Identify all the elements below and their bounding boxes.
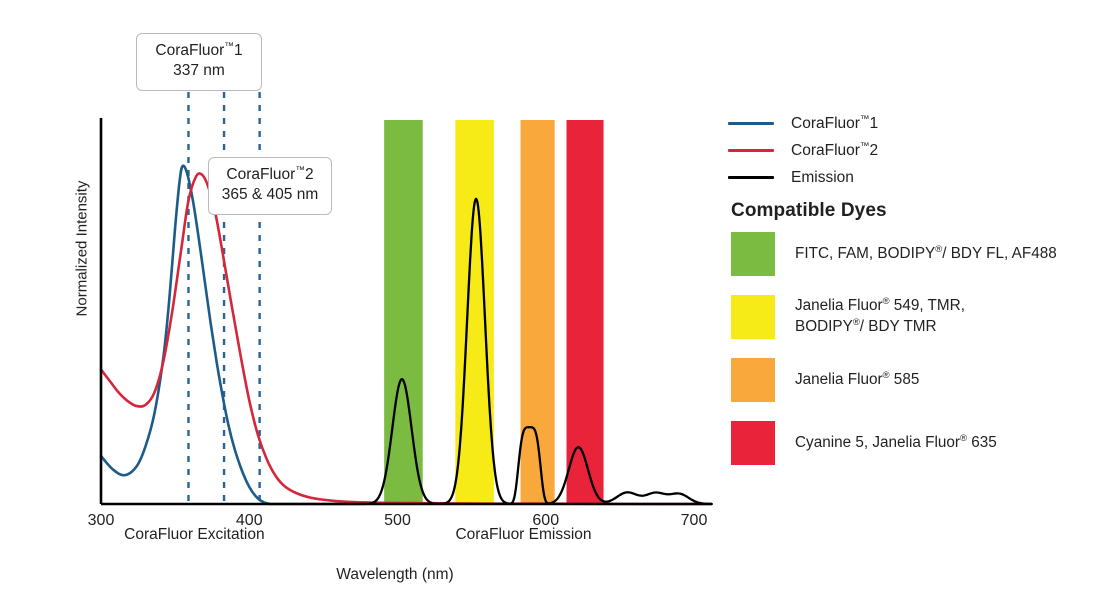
emission-section-caption: CoraFluor Emission xyxy=(455,526,592,543)
y-axis-title: Normalized Intensity xyxy=(73,180,91,317)
dye-yellow-row: Janelia Fluor® 549, TMR, BODIPY®/ BDY TMR xyxy=(731,295,1101,339)
callout-corafluor-2: CoraFluor™2 365 & 405 nm xyxy=(208,157,332,215)
legend-emission-label: Emission xyxy=(791,168,854,186)
dye-red-swatch xyxy=(731,421,775,465)
legend-corafluor-1-label: CoraFluor™1 xyxy=(791,113,879,132)
x-axis-title: Wavelength (nm) xyxy=(336,566,454,583)
callout-cf1-line2: 337 nm xyxy=(173,61,225,79)
callout-cf2-line1: CoraFluor™2 xyxy=(226,164,314,183)
dye-green-row: FITC, FAM, BODIPY®/ BDY FL, AF488 xyxy=(731,232,1101,276)
series-legend: CoraFluor™1 CoraFluor™2 Emission xyxy=(728,110,1088,191)
red-band xyxy=(566,120,604,504)
dye-red-label: Cyanine 5, Janelia Fluor® 635 xyxy=(795,433,997,454)
dye-yellow-label: Janelia Fluor® 549, TMR, BODIPY®/ BDY TMR xyxy=(795,296,965,337)
x-tick-400: 400 xyxy=(235,512,263,529)
legend-corafluor-1: CoraFluor™1 xyxy=(728,110,1088,137)
dye-green-label-line1: FITC, FAM, BODIPY®/ BDY FL, AF488 xyxy=(795,243,1057,262)
dye-green-swatch xyxy=(731,232,775,276)
legend-emission-swatch xyxy=(728,176,774,179)
dye-green-label: FITC, FAM, BODIPY®/ BDY FL, AF488 xyxy=(795,244,1057,265)
x-tick-600: 600 xyxy=(532,512,560,529)
dye-orange-label: Janelia Fluor® 585 xyxy=(795,370,919,391)
excitation-marker-lines xyxy=(187,92,261,504)
emission-filter-bands xyxy=(384,120,604,504)
dye-red-row: Cyanine 5, Janelia Fluor® 635 xyxy=(731,421,1101,465)
callout-cf1-line1: CoraFluor™1 xyxy=(155,40,243,59)
x-tick-700: 700 xyxy=(680,512,708,529)
dye-yellow-label-line2: BODIPY®/ BDY TMR xyxy=(795,316,937,335)
legend-emission: Emission xyxy=(728,164,1088,191)
dye-orange-row: Janelia Fluor® 585 xyxy=(731,358,1101,402)
dye-orange-label-line1: Janelia Fluor® 585 xyxy=(795,369,920,388)
dye-yellow-swatch xyxy=(731,295,775,339)
callout-cf2-line2: 365 & 405 nm xyxy=(221,185,319,203)
compatible-dyes-legend: FITC, FAM, BODIPY®/ BDY FL, AF488 Janelia… xyxy=(731,232,1101,484)
x-tick-500: 500 xyxy=(384,512,411,529)
yellow-band xyxy=(455,120,494,504)
x-tick-300: 300 xyxy=(87,512,115,529)
series-excitation-1d5c89 xyxy=(99,164,272,506)
excitation-section-caption: CoraFluor Excitation xyxy=(124,526,265,543)
dye-red-label-line1: Cyanine 5, Janelia Fluor® 635 xyxy=(795,432,997,451)
legend-corafluor-2: CoraFluor™2 xyxy=(728,137,1088,164)
plot-axes xyxy=(99,118,712,506)
dye-yellow-label-line1: Janelia Fluor® 549, TMR, xyxy=(795,296,965,315)
compatible-dyes-title: Compatible Dyes xyxy=(731,200,887,221)
legend-corafluor-1-swatch xyxy=(728,122,774,125)
legend-corafluor-2-label: CoraFluor™2 xyxy=(791,140,879,159)
legend-corafluor-2-swatch xyxy=(728,149,774,152)
dye-orange-swatch xyxy=(731,358,775,402)
callout-corafluor-1: CoraFluor™1 337 nm xyxy=(136,33,262,91)
